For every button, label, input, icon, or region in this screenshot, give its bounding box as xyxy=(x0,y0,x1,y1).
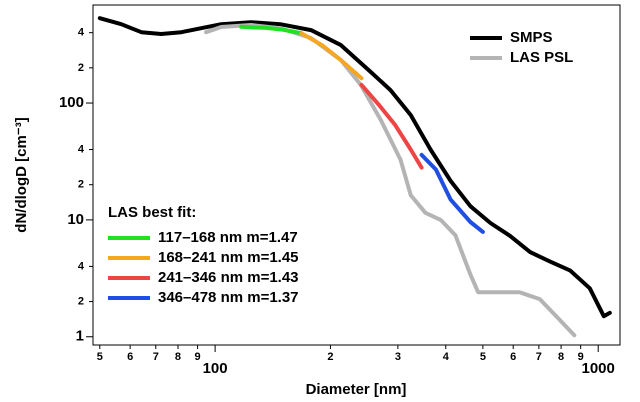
y-tick-label: 1 xyxy=(76,328,84,345)
legend-label: SMPS xyxy=(510,29,553,46)
y-tick-label: 2 xyxy=(78,62,84,74)
legend-label: 241–346 nm m=1.43 xyxy=(158,269,299,286)
x-tick-label: 8 xyxy=(175,351,181,363)
y-tick-label: 4 xyxy=(78,143,85,155)
x-tick-label: 3 xyxy=(395,351,401,363)
x-tick-label: 7 xyxy=(153,351,159,363)
x-tick-label: 5 xyxy=(97,351,103,363)
x-tick-label: 7 xyxy=(536,351,542,363)
y-tick-label: 4 xyxy=(78,27,85,39)
series-line xyxy=(239,24,304,36)
x-tick-label: 9 xyxy=(195,351,201,363)
y-tick-label: 2 xyxy=(78,179,84,191)
legend-label: 346–478 nm m=1.37 xyxy=(158,289,299,306)
x-tick-label: 4 xyxy=(443,351,450,363)
legend-label: 168–241 nm m=1.45 xyxy=(158,249,299,266)
x-tick-label: 5 xyxy=(480,351,486,363)
x-tick-label: 9 xyxy=(578,351,584,363)
x-tick-label: 2 xyxy=(327,351,333,363)
legend-label: LAS PSL xyxy=(510,49,573,66)
series-line xyxy=(97,16,612,319)
x-tick-label: 1000 xyxy=(582,360,615,377)
series-line xyxy=(299,31,364,81)
legend-label: 117–168 nm m=1.47 xyxy=(158,229,298,246)
x-axis-label: Diameter [nm] xyxy=(306,381,407,398)
series-line xyxy=(359,82,424,170)
plot-frame xyxy=(92,4,621,346)
x-tick-label: 6 xyxy=(127,351,133,363)
y-tick-label: 100 xyxy=(59,94,84,111)
y-tick-label: 2 xyxy=(78,295,84,307)
y-axis-label: dN/dlogD [cm⁻³] xyxy=(13,117,30,232)
x-tick-label: 8 xyxy=(558,351,564,363)
x-tick-label: 100 xyxy=(203,360,228,377)
y-tick-label: 4 xyxy=(78,260,85,272)
y-tick-label: 10 xyxy=(67,211,84,228)
series-line xyxy=(419,152,485,234)
x-tick-label: 6 xyxy=(510,351,516,363)
legend-title: LAS best fit: xyxy=(108,204,196,221)
